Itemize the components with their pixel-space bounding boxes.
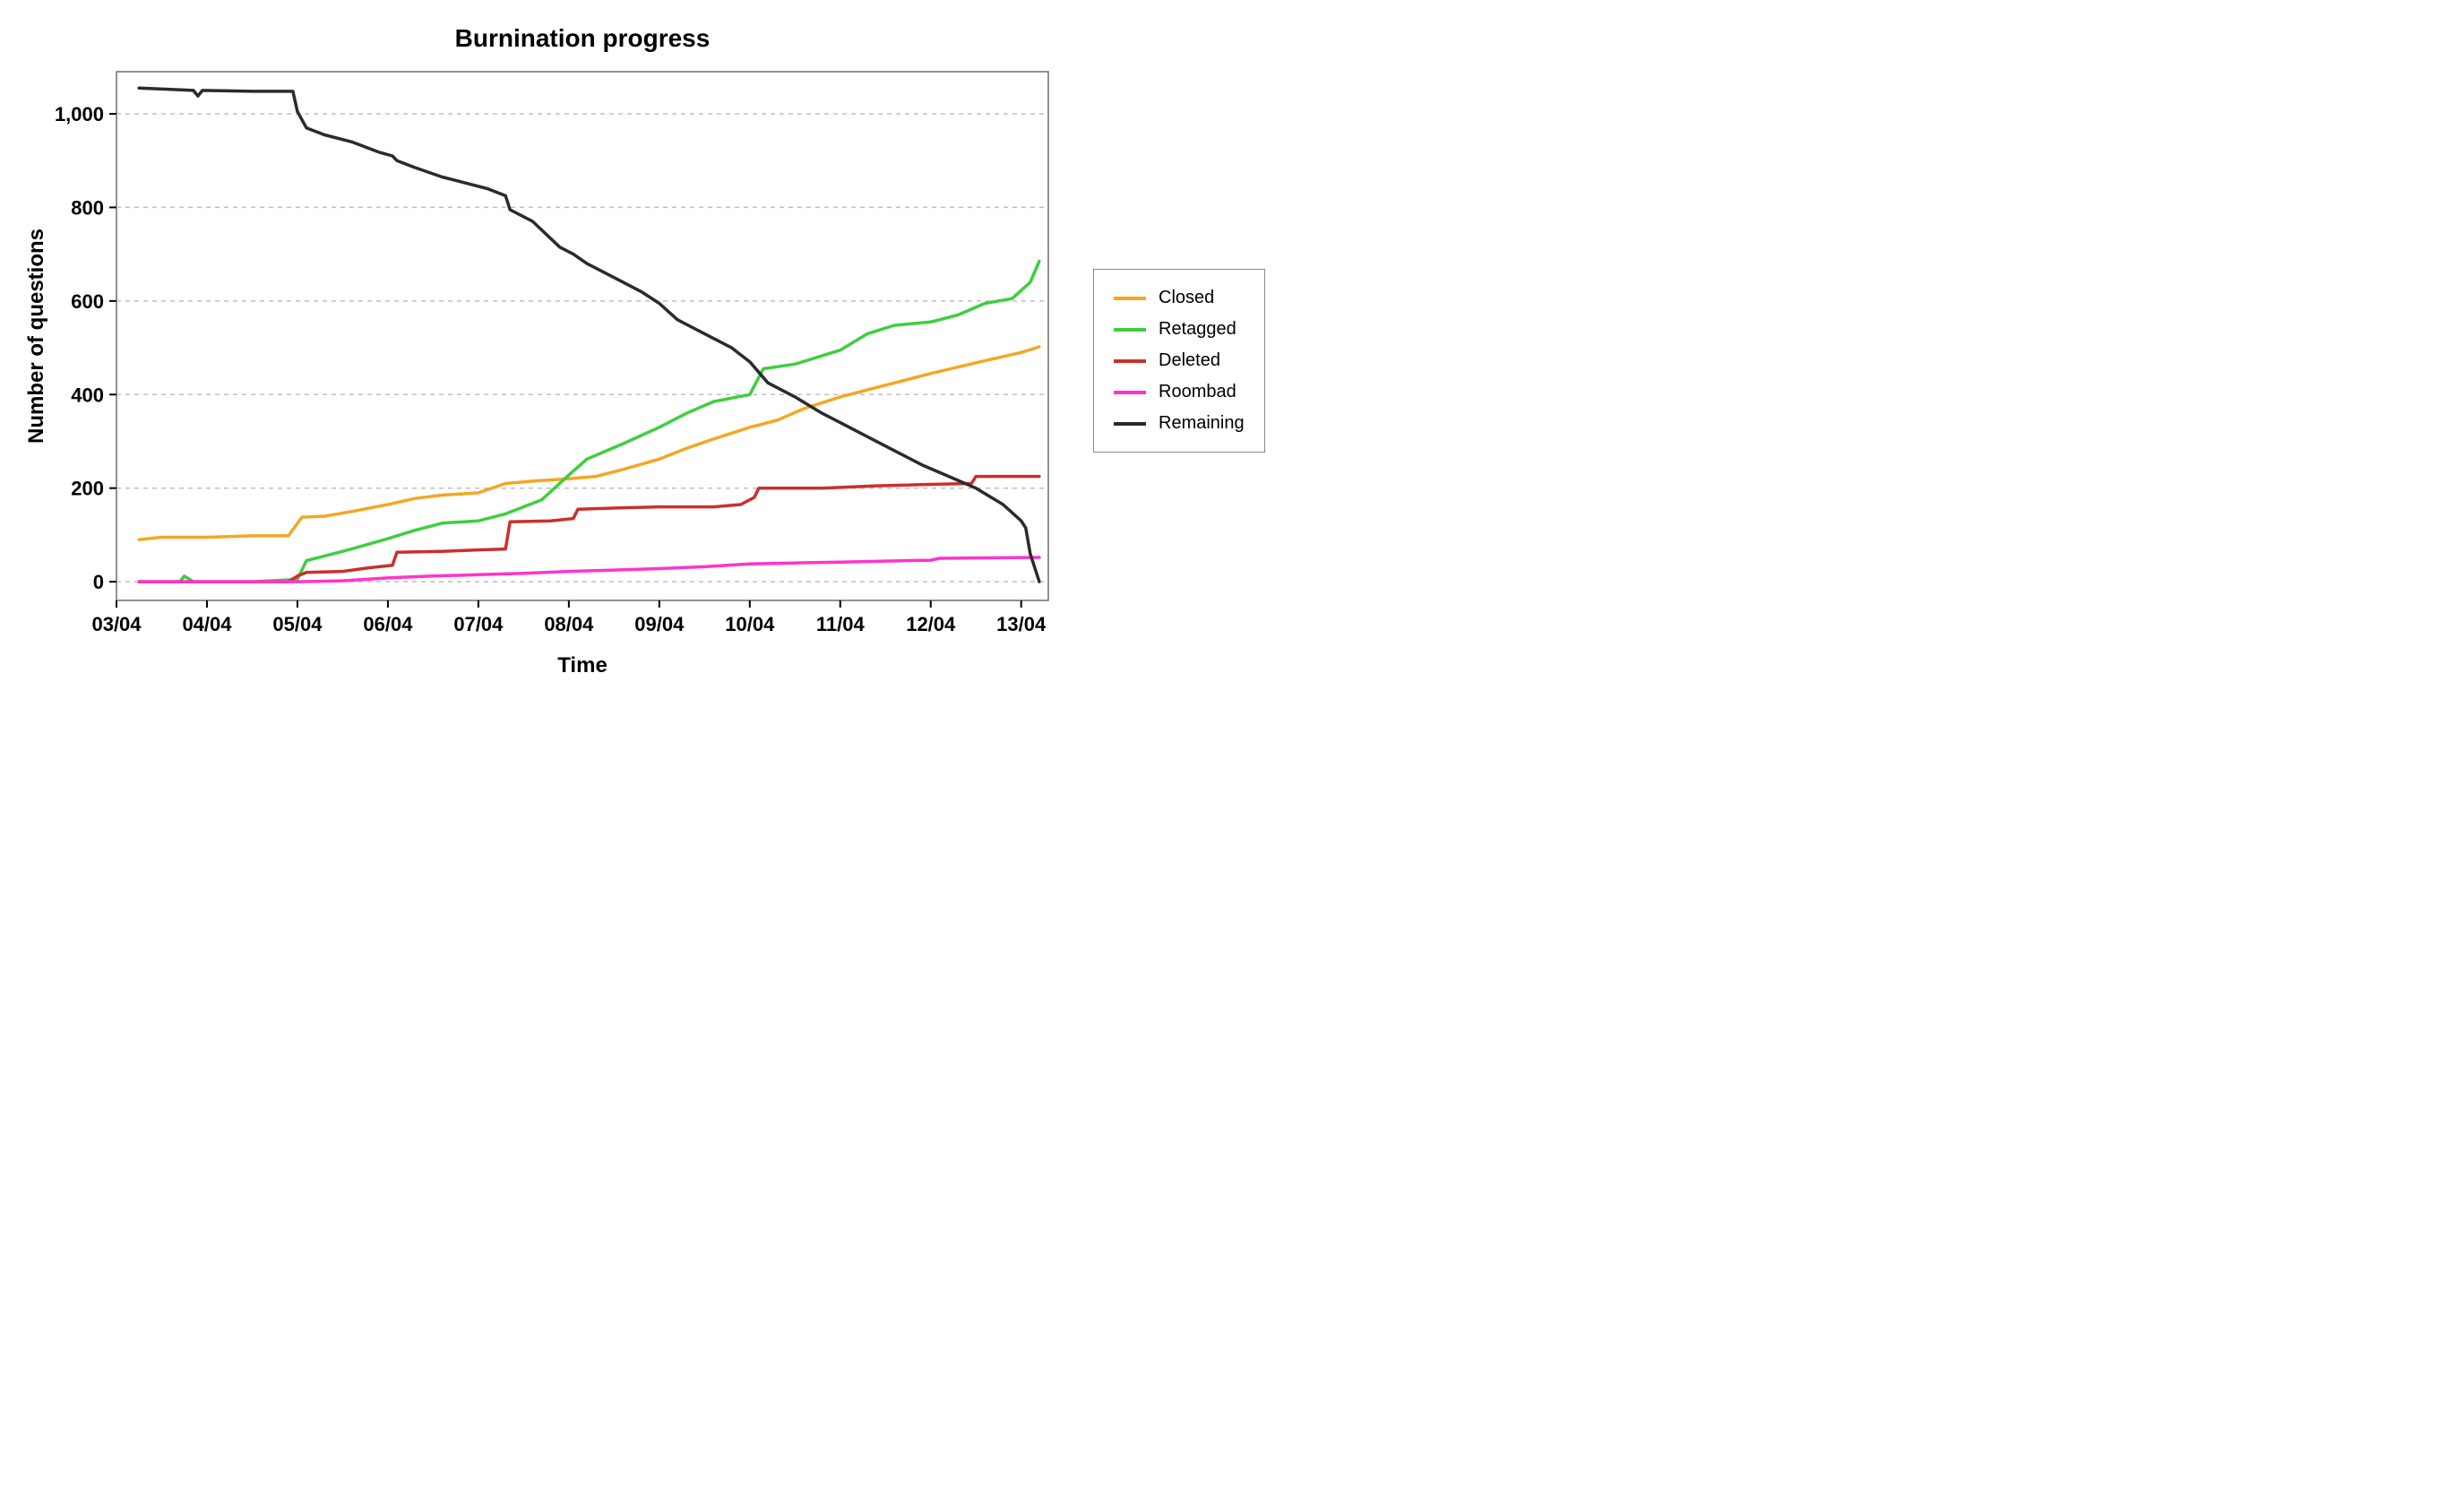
x-tick-label: 12/04: [906, 613, 956, 635]
y-tick-label: 200: [71, 478, 104, 500]
x-axis-label: Time: [557, 653, 607, 677]
y-tick-label: 800: [71, 196, 104, 219]
x-tick-label: 06/04: [363, 613, 413, 635]
legend-item-closed: Closed: [1114, 282, 1245, 314]
x-tick-label: 03/04: [91, 613, 142, 635]
x-tick-label: 07/04: [453, 613, 504, 635]
y-tick-label: 0: [93, 571, 104, 593]
legend-swatch: [1114, 359, 1146, 363]
legend-label: Roombad: [1159, 382, 1236, 402]
x-tick-label: 10/04: [725, 613, 775, 635]
chart-title: Burnination progress: [455, 24, 711, 52]
legend-item-retagged: Retagged: [1114, 314, 1245, 345]
x-tick-label: 08/04: [544, 613, 594, 635]
legend-swatch: [1114, 391, 1146, 394]
legend-item-roombad: Roombad: [1114, 376, 1245, 408]
chart-legend: Closed Retagged Deleted Roombad Remaining: [1093, 269, 1265, 453]
y-tick-label: 1,000: [55, 103, 104, 125]
legend-label: Deleted: [1159, 350, 1220, 371]
x-tick-label: 13/04: [996, 613, 1047, 635]
y-axis-label: Number of questions: [24, 229, 48, 444]
legend-item-deleted: Deleted: [1114, 345, 1245, 376]
legend-swatch: [1114, 328, 1146, 332]
chart-container: Burnination progress 0 200 400 600 800 1,000 03…: [18, 18, 2446, 703]
legend-label: Remaining: [1159, 413, 1245, 434]
legend-swatch: [1114, 422, 1146, 426]
chart-plot-area: Burnination progress 0 200 400 600 800 1,000 03…: [18, 18, 1075, 703]
x-tick-label: 09/04: [634, 613, 685, 635]
legend-label: Retagged: [1159, 319, 1236, 340]
x-tick-label: 05/04: [272, 613, 323, 635]
chart-svg: Burnination progress 0 200 400 600 800 1,000 03…: [18, 18, 1075, 699]
x-tick-label: 04/04: [182, 613, 232, 635]
legend-swatch: [1114, 297, 1146, 300]
legend-item-remaining: Remaining: [1114, 408, 1245, 439]
x-tick-label: 11/04: [816, 613, 866, 635]
y-tick-label: 600: [71, 290, 104, 313]
legend-label: Closed: [1159, 288, 1214, 308]
y-tick-label: 400: [71, 384, 104, 406]
